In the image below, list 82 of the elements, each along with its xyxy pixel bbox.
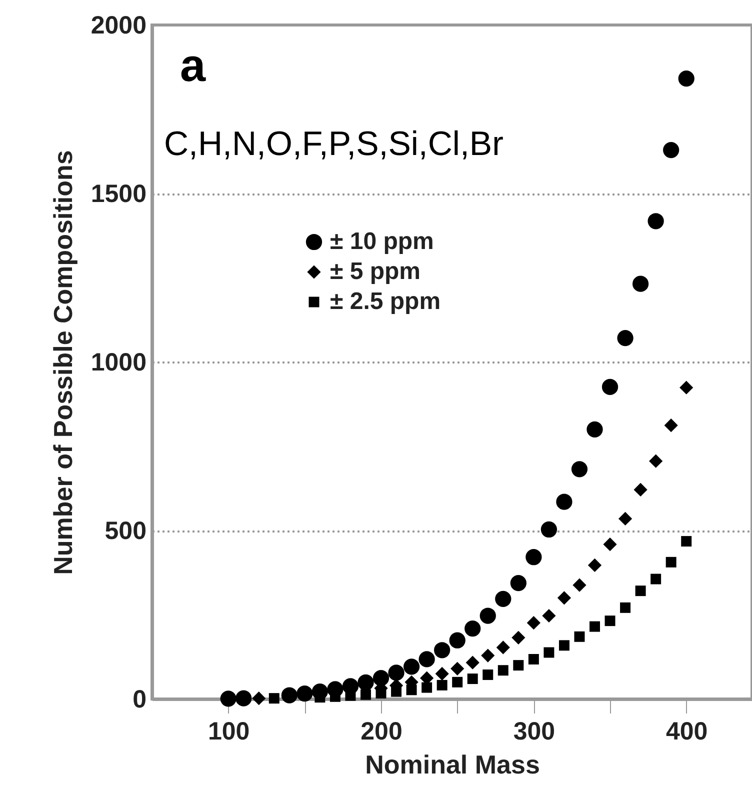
point [526, 549, 542, 566]
point [418, 651, 435, 668]
point [268, 693, 280, 704]
point [620, 602, 631, 613]
point [540, 521, 558, 538]
point [678, 70, 694, 87]
point [603, 538, 617, 552]
point [358, 674, 374, 691]
point [556, 494, 572, 510]
point [544, 647, 554, 658]
point [422, 682, 432, 693]
legend-label: ± 2.5 ppm [330, 288, 441, 315]
point [680, 380, 694, 394]
y-tick-label: 1500 [90, 180, 146, 208]
point [632, 276, 649, 292]
point [464, 620, 481, 637]
point [513, 660, 524, 671]
x-tick-label: 400 [666, 718, 708, 746]
point [466, 656, 480, 670]
point [388, 664, 404, 681]
point [512, 630, 526, 644]
point [664, 418, 678, 432]
point [495, 590, 512, 607]
point [588, 558, 602, 572]
point [452, 676, 463, 688]
y-tick-label: 0 [132, 686, 146, 714]
y-tick-label: 2000 [90, 12, 146, 40]
x-axis-title: Nominal Mass [365, 750, 540, 780]
point [252, 692, 266, 706]
point [618, 512, 632, 526]
point [220, 690, 236, 707]
y-axis-title: Number of Possible Compositions [48, 150, 78, 575]
point [406, 684, 417, 696]
point [496, 640, 510, 654]
point [376, 688, 386, 699]
point [449, 632, 466, 648]
y-tick-label: 500 [104, 517, 146, 545]
point [480, 608, 496, 624]
x-tick-label: 100 [208, 718, 250, 746]
point [666, 556, 676, 568]
point [403, 658, 420, 675]
x-tick-label: 200 [360, 718, 402, 746]
point [450, 662, 464, 676]
point [648, 213, 664, 230]
point [436, 680, 448, 690]
point [558, 640, 570, 651]
point [391, 686, 402, 697]
legend-label: ± 10 ppm [330, 228, 434, 255]
point [482, 669, 494, 680]
point [572, 578, 586, 592]
point [435, 666, 449, 681]
point [574, 631, 585, 642]
point [360, 689, 371, 700]
point [526, 616, 540, 630]
point [635, 586, 646, 596]
y-tick-label: 1000 [90, 348, 146, 376]
point [498, 665, 508, 676]
point [557, 591, 572, 605]
point [510, 575, 526, 592]
point [663, 142, 680, 158]
point [681, 536, 692, 547]
point [467, 674, 478, 684]
point [604, 616, 616, 626]
annotation: a [180, 39, 206, 91]
legend-label: ± 5 ppm [330, 258, 421, 285]
point [649, 454, 663, 468]
point [542, 608, 556, 623]
point [434, 642, 450, 658]
point [236, 690, 252, 706]
point [571, 461, 588, 478]
point [586, 421, 603, 438]
point [650, 574, 662, 584]
point [634, 482, 648, 497]
x-tick-label: 300 [513, 718, 556, 746]
annotation: C,H,N,O,F,P,S,Si,Cl,Br [164, 125, 504, 163]
point [528, 654, 539, 664]
point [602, 378, 618, 395]
point [481, 648, 495, 662]
point [590, 621, 600, 632]
point [281, 687, 298, 704]
point [296, 686, 313, 702]
point [617, 330, 634, 346]
